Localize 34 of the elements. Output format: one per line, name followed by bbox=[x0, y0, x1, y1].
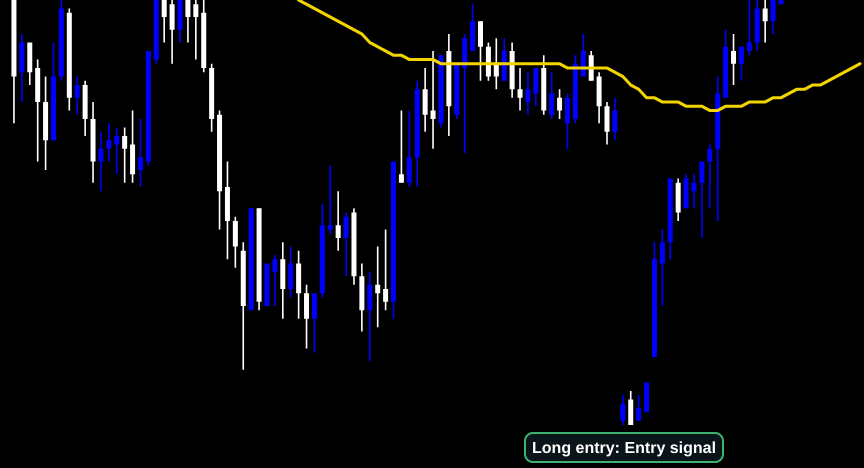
candlestick bbox=[398, 110, 404, 184]
candlestick bbox=[430, 50, 436, 150]
candlestick bbox=[636, 394, 642, 422]
candlestick bbox=[98, 130, 104, 192]
candlestick bbox=[660, 228, 665, 307]
candlestick bbox=[518, 67, 523, 112]
candlestick bbox=[375, 246, 380, 328]
candlestick bbox=[106, 122, 112, 162]
candlestick bbox=[328, 164, 333, 235]
candlestick bbox=[138, 118, 143, 188]
candlestick bbox=[193, 0, 198, 60]
candlestick bbox=[383, 228, 388, 312]
candlestick bbox=[114, 126, 120, 176]
text: Long entry: Entry signal bbox=[532, 440, 716, 457]
candlestick bbox=[525, 71, 530, 116]
candlestick bbox=[74, 76, 80, 116]
candlestick bbox=[731, 33, 736, 86]
candlestick bbox=[185, 0, 190, 44]
candlestick bbox=[122, 126, 128, 184]
candlestick bbox=[162, 0, 167, 44]
candlestick bbox=[707, 144, 712, 210]
candlestick bbox=[620, 394, 626, 426]
candlestick bbox=[746, 0, 752, 56]
candlestick bbox=[691, 173, 696, 210]
candlestick bbox=[336, 190, 341, 252]
candlestick bbox=[699, 160, 704, 239]
candlestick bbox=[557, 88, 562, 120]
candlestick bbox=[770, 0, 776, 35]
candlestick bbox=[272, 254, 278, 307]
candlestick bbox=[344, 212, 349, 278]
candlestick bbox=[549, 71, 554, 120]
candlestick bbox=[738, 46, 744, 82]
candlestick bbox=[762, 0, 768, 44]
candlestick bbox=[612, 96, 618, 142]
